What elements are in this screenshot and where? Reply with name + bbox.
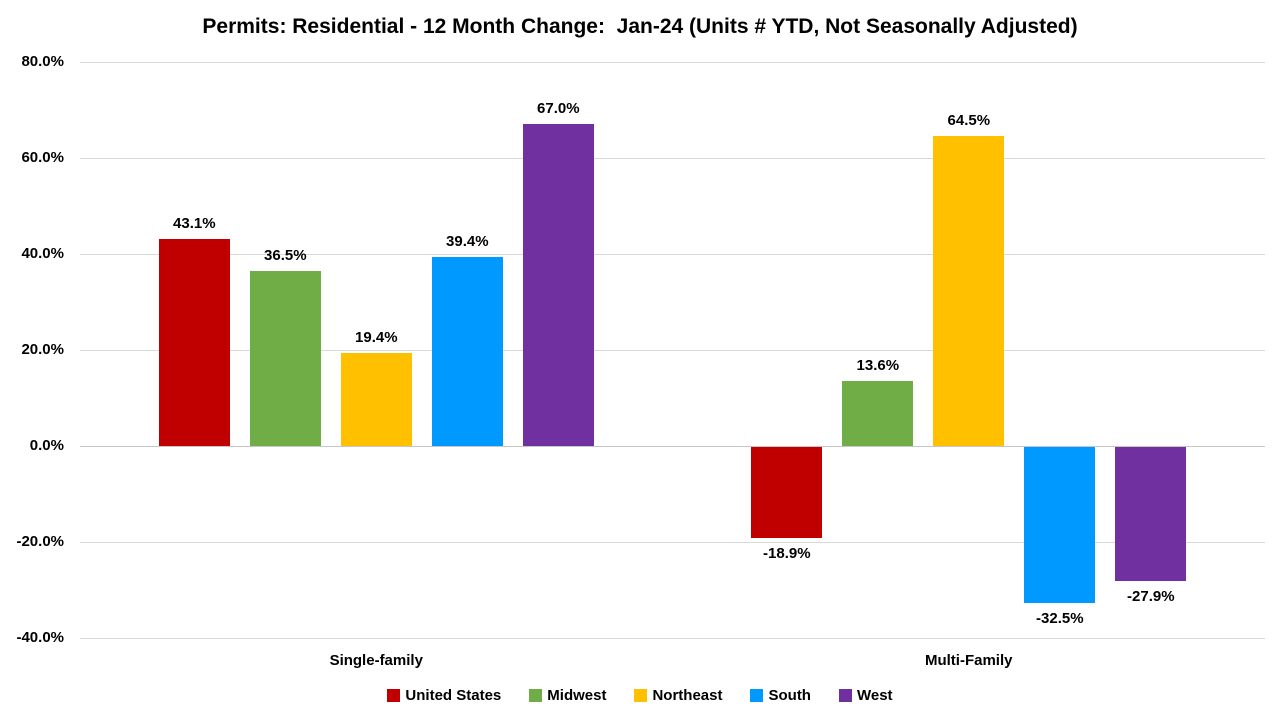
legend-item-south: South [750, 687, 811, 704]
legend-label-united-states: United States [405, 687, 502, 704]
y-axis-tick-label: 40.0% [21, 245, 64, 262]
bar-midwest-multi-family [842, 380, 914, 446]
category-label-multi-family: Multi-Family [924, 652, 1013, 669]
bar-south-multi-family [1024, 447, 1096, 603]
legend-item-west: West [838, 687, 893, 704]
y-axis-tick-label: -20.0% [16, 533, 64, 550]
bar-northeast-single-family [340, 352, 412, 446]
bar-northeast-multi-family [933, 136, 1005, 446]
y-axis-tick-label: -40.0% [16, 629, 64, 646]
legend-label-midwest: Midwest [547, 687, 607, 704]
y-axis-tick-label: 60.0% [21, 149, 64, 166]
legend-color-swatch-united-states [387, 689, 401, 702]
gridline [80, 158, 1265, 159]
bar-value-label-west-multi-family: -27.9% [1127, 587, 1175, 605]
bar-united-states-single-family [158, 239, 230, 446]
bar-value-label-south-multi-family: -32.5% [1036, 610, 1084, 627]
bar-value-label-south-single-family: 39.4% [446, 232, 489, 250]
bar-west-single-family [522, 124, 594, 446]
bar-value-label-midwest-single-family: 36.5% [264, 246, 307, 264]
bar-value-label-united-states-single-family: 43.1% [173, 215, 216, 233]
gridline [80, 638, 1265, 639]
legend-color-swatch-midwest [529, 689, 543, 702]
bar-value-label-midwest-multi-family: 13.6% [856, 356, 900, 374]
bar-value-label-united-states-multi-family: -18.9% [763, 544, 811, 562]
zero-gridline [80, 446, 1265, 447]
y-axis-tick-label: 20.0% [21, 341, 64, 358]
bar-south-single-family [431, 256, 503, 446]
chart-title: Permits: Residential - 12 Month Change: … [202, 15, 1078, 38]
gridline [80, 62, 1265, 63]
bar-midwest-single-family [249, 270, 321, 446]
legend-item-northeast: Northeast [634, 687, 722, 704]
legend-label-south: South [768, 687, 811, 704]
bar-united-states-multi-family [751, 447, 823, 538]
legend: United States Midwest Northeast South West [0, 687, 1280, 704]
legend-label-northeast: Northeast [652, 687, 723, 704]
legend-color-swatch-west [838, 689, 852, 702]
gridline [80, 254, 1265, 255]
legend-item-united-states: United States [387, 687, 501, 704]
gridline [80, 350, 1265, 351]
bar-west-multi-family [1115, 447, 1187, 581]
y-axis-tick-label: 80.0% [21, 53, 64, 70]
gridline [80, 542, 1265, 543]
legend-label-west: West [856, 687, 893, 704]
legend-color-swatch-south [750, 689, 764, 702]
bar-value-label-northeast-multi-family: 64.5% [947, 112, 991, 130]
category-label-single-family: Single-family [329, 652, 423, 669]
bar-value-label-northeast-single-family: 19.4% [355, 328, 398, 346]
plot-area: 43.1% 36.5% 19.4% 39.4% 67.0% -18.9% 13.6% 64.5… [80, 62, 1265, 639]
bar-value-label-west-single-family: 67.0% [537, 100, 580, 118]
y-axis-tick-label: 0.0% [29, 437, 64, 454]
legend-item-midwest: Midwest [529, 687, 606, 704]
legend-color-swatch-northeast [634, 689, 648, 702]
